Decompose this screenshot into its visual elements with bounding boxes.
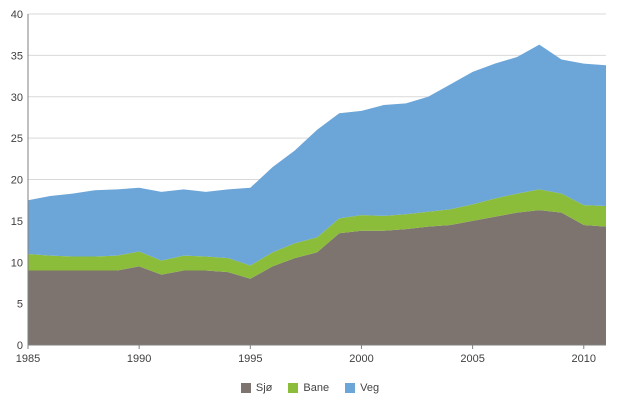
- legend-item-bane: Bane: [288, 382, 329, 394]
- x-tick-label: 1985: [16, 353, 40, 365]
- x-tick-label: 1990: [127, 353, 151, 365]
- legend-swatch-bane: [288, 383, 299, 393]
- legend-swatch-veg: [345, 383, 356, 393]
- y-tick-label: 0: [17, 340, 23, 352]
- legend-item-veg: Veg: [345, 382, 379, 394]
- y-tick-label: 40: [11, 9, 23, 21]
- y-tick-label: 20: [11, 175, 23, 187]
- area-series-veg: [28, 44, 606, 266]
- chart-plot-area: 0 5 10 15 20 25 30 35 40 1985 1990 1995 2000 2005 2010: [11, 9, 606, 365]
- x-tick-label: 2005: [460, 353, 484, 365]
- area-series-bane: [28, 189, 606, 279]
- y-tick-label: 5: [17, 299, 23, 311]
- legend-label-sjo: Sjø: [255, 382, 273, 394]
- y-tick-label: 35: [11, 50, 23, 62]
- chart-legend: Sjø Bane Veg: [0, 382, 620, 394]
- x-tick-label: 2000: [349, 353, 373, 365]
- y-tick-label: 15: [11, 216, 23, 228]
- y-tick-label: 10: [11, 257, 23, 269]
- y-tick-label: 30: [11, 92, 23, 104]
- y-tick-label: 25: [11, 133, 23, 145]
- x-tick-label: 1995: [238, 353, 262, 365]
- legend-item-sjo: Sjø: [240, 382, 273, 394]
- legend-label-bane: Bane: [303, 382, 330, 394]
- legend-swatch-sjo: [240, 383, 251, 393]
- area-series-sjø: [28, 210, 606, 345]
- x-tick-label: 2010: [572, 353, 596, 365]
- legend-label-veg: Veg: [360, 382, 380, 394]
